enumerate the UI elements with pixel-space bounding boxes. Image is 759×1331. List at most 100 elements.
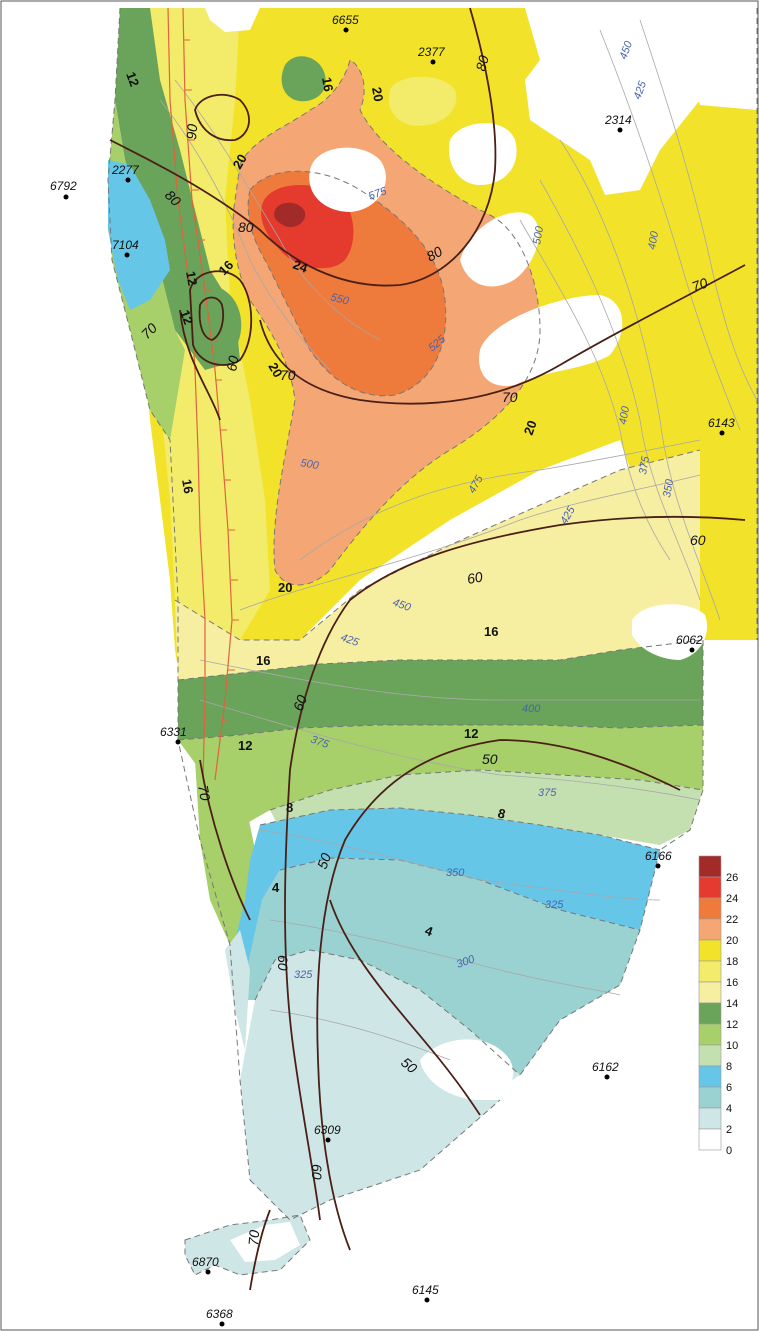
well-marker xyxy=(424,1297,430,1303)
brown-contour-label: 50 xyxy=(482,751,498,767)
gap-top-right xyxy=(525,8,757,195)
well-marker xyxy=(604,1074,610,1080)
brown-contour-label: 80 xyxy=(472,53,492,72)
gray-isoline xyxy=(269,1009,451,1061)
legend-tick: 16 xyxy=(726,977,738,989)
well-marker xyxy=(125,177,131,183)
brown-contour-50-south xyxy=(329,899,481,1116)
brown-contour-label: 60 xyxy=(290,693,310,713)
zone-value-labels: 12 16 20 20 24 12 16 12 20 20 16 20 16 1… xyxy=(123,70,540,940)
well-marker xyxy=(617,127,623,133)
brown-contour-70-southwest xyxy=(179,309,221,421)
brown-contour-70-loop-inner xyxy=(198,296,225,341)
zone-label: 20 xyxy=(278,580,292,595)
gap-blob-6 xyxy=(420,1039,514,1100)
isoline-label: 350 xyxy=(661,477,676,498)
zone-label: 20 xyxy=(369,86,386,103)
well-marker xyxy=(719,430,725,436)
zone-16-18-ellipse xyxy=(388,76,457,126)
zone-label: 12 xyxy=(123,70,142,89)
zone-label: 8 xyxy=(496,805,507,821)
well-label: 7104 xyxy=(112,238,139,252)
brown-contour-label: 80 xyxy=(424,243,446,265)
legend-tick: 10 xyxy=(726,1040,738,1052)
brown-contour-label: 70 xyxy=(502,389,518,405)
well-label: 6309 xyxy=(314,1123,341,1137)
zone-label: 20 xyxy=(265,360,285,380)
zone-26-plus xyxy=(274,202,306,228)
brown-contour-label: 90 xyxy=(183,123,200,140)
isoline-label: 375 xyxy=(538,787,557,799)
well-marker xyxy=(430,59,436,65)
legend-tick: 26 xyxy=(726,872,738,884)
brown-contour-label: 60 xyxy=(466,568,484,586)
legend-box-6-8 xyxy=(698,1065,722,1088)
brown-contour-70-main xyxy=(259,264,746,405)
zone-label: 12 xyxy=(238,738,252,753)
gray-isoline xyxy=(519,219,671,561)
zone-6-8-west xyxy=(108,160,170,310)
isoline-label: 325 xyxy=(294,969,313,981)
gray-isoline xyxy=(299,439,701,561)
gray-isoline xyxy=(159,99,331,371)
well-marker xyxy=(175,739,181,745)
brown-contour-label: 60 xyxy=(309,1164,325,1180)
well-marker xyxy=(219,1321,225,1327)
zone-label: 16 xyxy=(256,653,270,668)
legend-box-4-6 xyxy=(698,1086,722,1109)
brown-contour-label: 60 xyxy=(223,354,241,372)
well-label: 6331 xyxy=(160,725,187,739)
well-marker xyxy=(689,647,695,653)
legend-box-24-26 xyxy=(698,876,722,899)
well-labels: 6655 2377 2314 6792 2277 7104 6143 6062 … xyxy=(50,13,735,1321)
zone-12-14-knob xyxy=(281,56,326,102)
fault-lines xyxy=(167,7,233,781)
well-marker xyxy=(63,194,69,200)
fault-line-east xyxy=(182,7,233,781)
well-label: 2277 xyxy=(111,163,140,177)
legend-tick: 22 xyxy=(726,914,738,926)
boundary-68-north xyxy=(259,807,661,851)
gap-blob-3 xyxy=(460,212,539,287)
brown-contour-90-loop xyxy=(194,93,250,142)
boundary-810-north xyxy=(269,769,704,811)
brown-contour-70-west xyxy=(199,759,251,921)
zone-label: 20 xyxy=(230,151,250,171)
legend-tick: 20 xyxy=(726,935,738,947)
legend-box-22-24 xyxy=(698,897,722,920)
legend-tick: 12 xyxy=(726,1019,738,1031)
wells xyxy=(63,27,725,1327)
well-marker xyxy=(655,863,661,869)
zone-4-6 xyxy=(240,858,640,1075)
brown-contour-label: 60 xyxy=(690,532,706,548)
legend-box-20-22 xyxy=(698,918,722,941)
legend-colorbar: 26 24 22 20 18 16 14 12 10 8 6 4 2 0 xyxy=(698,855,738,1157)
well-label: 6870 xyxy=(192,1255,219,1269)
zone-label: 12 xyxy=(183,270,200,287)
legend-tick: 14 xyxy=(726,998,738,1010)
gap-top-left xyxy=(205,8,260,32)
isoline-label: 400 xyxy=(522,703,541,715)
well-label: 6162 xyxy=(592,1060,619,1074)
legend-box-8-10 xyxy=(698,1044,722,1067)
boundary-2022-outline xyxy=(232,59,541,586)
brown-contour-label: 70 xyxy=(245,1229,262,1246)
legend-tick: 4 xyxy=(726,1103,732,1115)
gray-isoline xyxy=(269,919,621,996)
brown-contour-label: 70 xyxy=(280,367,296,383)
boundary-1012-north xyxy=(177,724,704,741)
legend-box-18-20 xyxy=(698,939,722,962)
isoline-label: 325 xyxy=(545,899,564,911)
legend-tick: 6 xyxy=(726,1082,732,1094)
gray-isoline xyxy=(559,139,721,621)
legend-box-14-16 xyxy=(698,981,722,1004)
boundary-1214-north xyxy=(177,639,704,681)
zone-label: 16 xyxy=(319,76,336,93)
isoline-label: 375 xyxy=(637,454,652,475)
zone-label: 20 xyxy=(521,418,540,437)
gray-isoline xyxy=(199,699,701,801)
zone-12-14-fault-knob xyxy=(183,284,242,362)
brown-contour-label: 70 xyxy=(195,784,213,802)
brown-contour-label: 70 xyxy=(690,274,710,294)
